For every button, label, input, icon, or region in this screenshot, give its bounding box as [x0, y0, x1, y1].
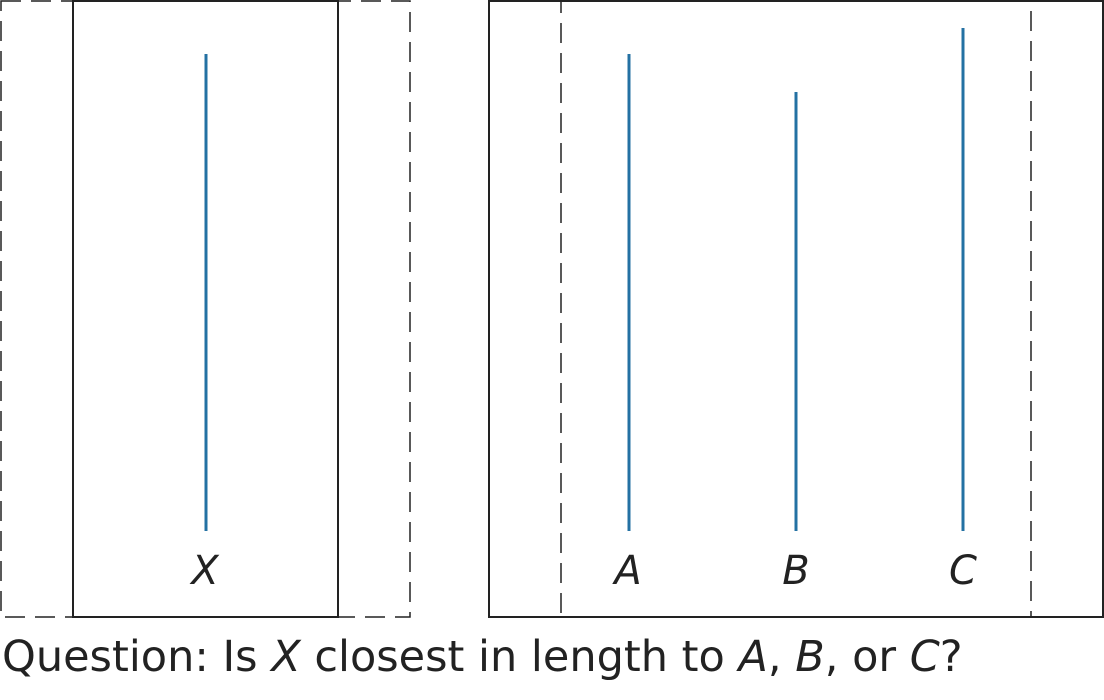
label-c: C — [949, 548, 977, 594]
reference-panel — [72, 0, 339, 618]
question-option-a: A — [738, 632, 768, 682]
question-text: Question: Is X closest in length to A, B… — [2, 632, 963, 682]
question-suffix: ? — [939, 632, 963, 682]
question-sep: , — [767, 632, 796, 682]
question-prefix: Question: Is — [2, 632, 272, 682]
question-subject: X — [271, 632, 301, 682]
question-option-c: C — [909, 632, 940, 682]
question-sep: , or — [824, 632, 910, 682]
reference-dashed-frame — [0, 0, 411, 618]
choices-dashed-frame — [560, 0, 1032, 618]
label-a: A — [611, 548, 641, 594]
question-middle: closest in length to — [300, 632, 739, 682]
label-b: B — [782, 548, 809, 594]
label-x: X — [189, 548, 220, 594]
question-option-b: B — [795, 632, 825, 682]
